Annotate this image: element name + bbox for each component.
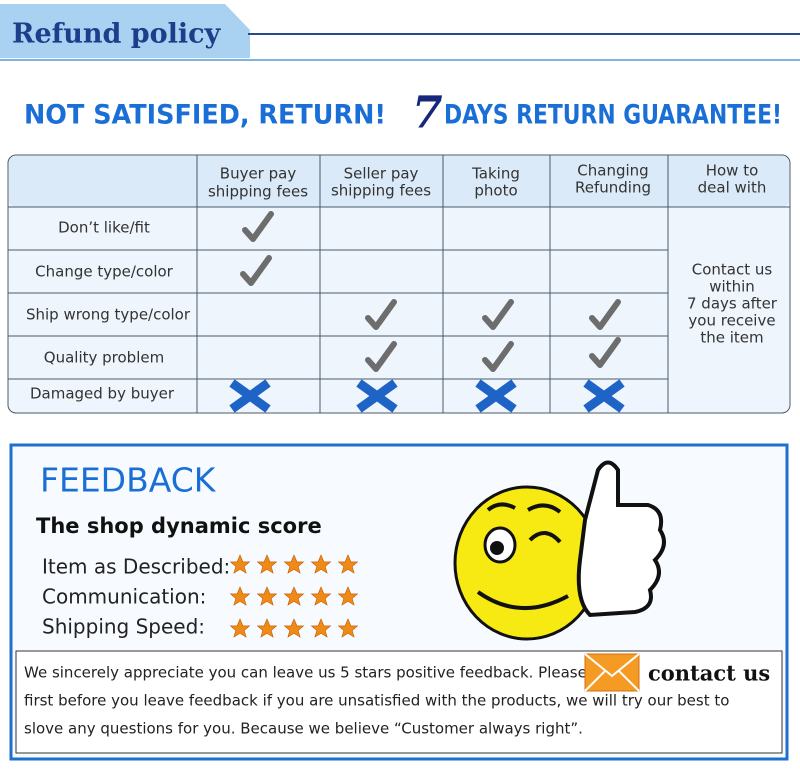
column-header: Changing	[577, 162, 648, 180]
smiley	[453, 460, 666, 641]
envelope-icon	[584, 653, 640, 692]
column-headers: Buyer pay shipping fees Seller pay shipp…	[208, 162, 766, 201]
row-label: Damaged by buyer	[30, 385, 175, 403]
message: We sincerely appreciate you can leave us…	[24, 664, 729, 738]
column-header: shipping fees	[331, 182, 431, 200]
row-label: Quality problem	[44, 349, 164, 367]
feedback-title: FEEDBACK	[40, 461, 217, 500]
action-text: Contact us within 7 days after you recei…	[687, 261, 778, 347]
column-header: photo	[474, 182, 517, 200]
message-line: We sincerely appreciate you can leave us…	[24, 664, 587, 682]
banner-left: NOT SATISFIED, RETURN!	[24, 100, 386, 131]
action-line: 7 days after	[687, 295, 778, 313]
column-header: shipping fees	[208, 183, 308, 201]
score-items: Item as Described: Communication: Shippi…	[42, 555, 230, 639]
column-header: How to	[706, 162, 759, 180]
feedback-subtitle: The shop dynamic score	[36, 514, 322, 538]
message-line: first before you leave feedback if you a…	[24, 692, 729, 710]
column-header: deal with	[698, 179, 767, 197]
message-box	[15, 650, 783, 754]
table-header-bg	[9, 156, 789, 207]
column-header: Buyer pay	[220, 165, 297, 183]
table-frame	[7, 154, 791, 414]
message-line: slove any questions for you. Because we …	[24, 720, 583, 738]
banner-number: 7	[412, 88, 443, 139]
action-line: Contact us	[692, 261, 773, 279]
score-item: Shipping Speed:	[42, 615, 205, 639]
row-label: Don’t like/fit	[58, 219, 150, 237]
action-line: within	[709, 278, 755, 296]
action-line: you receive	[688, 312, 775, 330]
row-label: Ship wrong type/color	[26, 306, 191, 324]
contact-link[interactable]: contact us	[648, 661, 770, 686]
header-title: Refund policy	[12, 19, 222, 50]
score-item: Item as Described:	[42, 555, 230, 579]
row-labels: Don’t like/fit Change type/color Ship wr…	[26, 219, 191, 403]
table-grid	[8, 155, 790, 413]
column-header: Seller pay	[344, 165, 419, 183]
column-header: Refunding	[575, 179, 651, 197]
score-item: Communication:	[42, 585, 206, 609]
header-tab	[0, 4, 250, 58]
row-label: Change type/color	[35, 263, 174, 281]
action-line: the item	[700, 329, 763, 347]
column-header: Taking	[471, 165, 520, 183]
banner-right: DAYS RETURN GUARANTEE!	[444, 100, 782, 131]
